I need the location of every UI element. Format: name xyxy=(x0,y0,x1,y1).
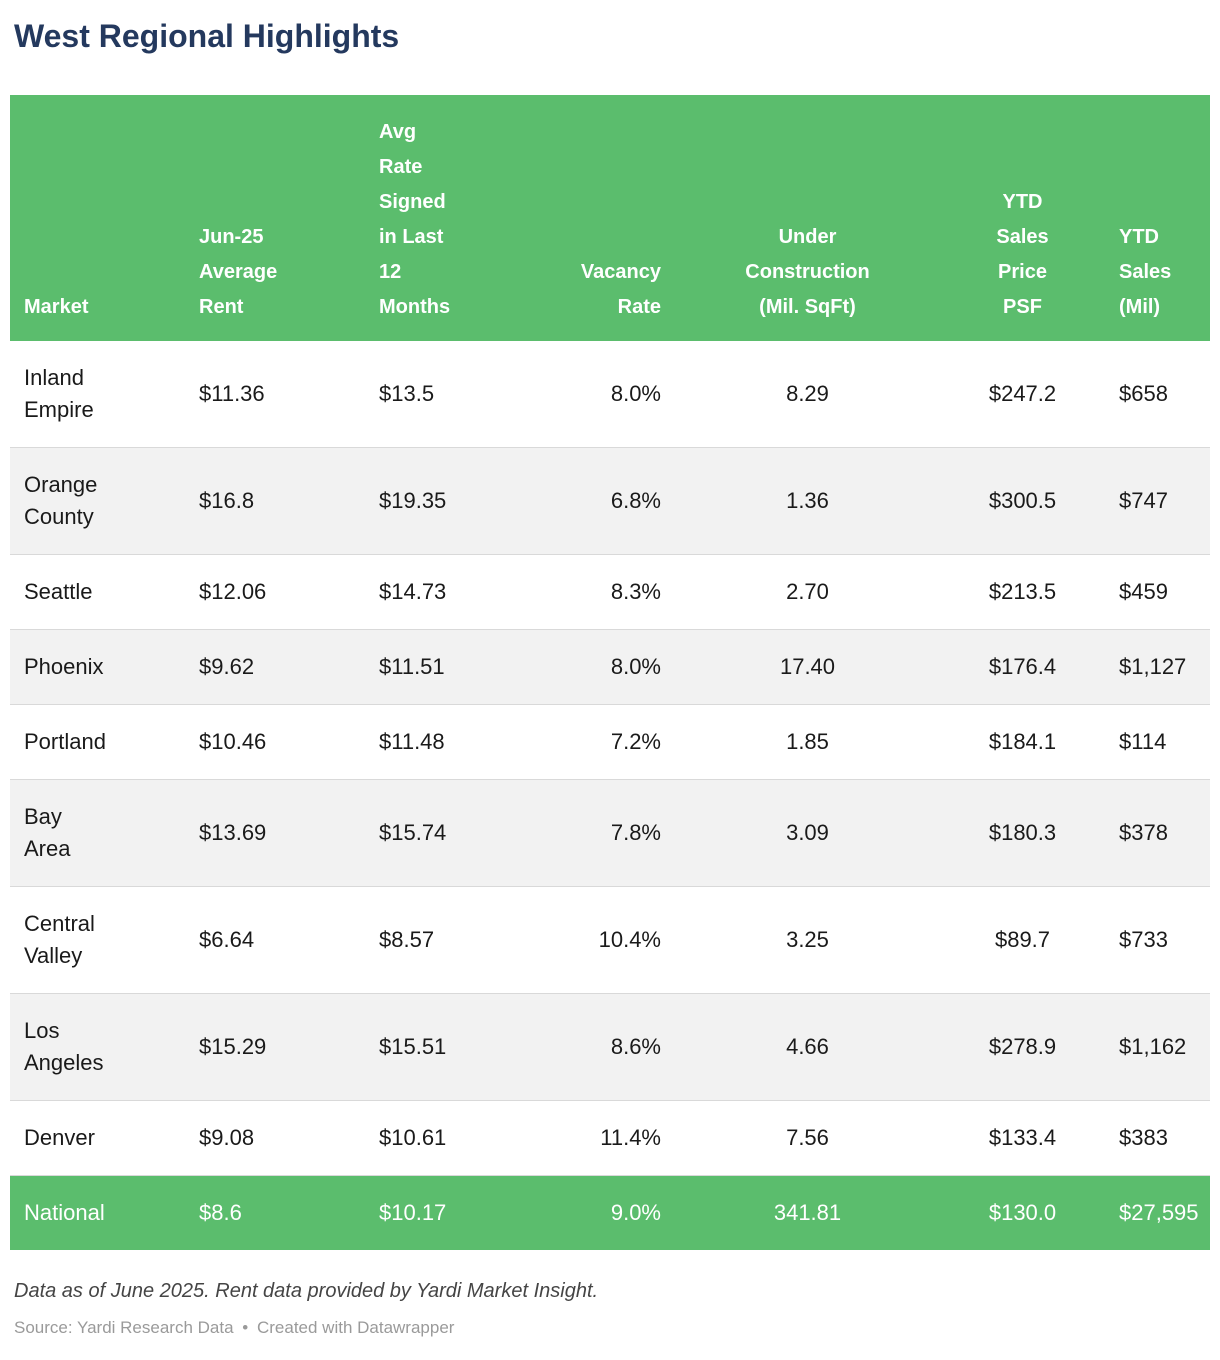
cell-under-construction: 3.09 xyxy=(675,778,940,887)
cell-ytd-sales-mil: $747 xyxy=(1105,446,1210,555)
cell-avg-rate-signed: $11.48 xyxy=(365,703,530,780)
table-row-inland-empire: Inland Empire $11.36 $13.5 8.0% 8.29 $247.2 $6… xyxy=(10,341,1210,448)
cell-avg-rent: $10.46 xyxy=(185,703,365,780)
regional-highlights-table: Market Jun-25 Average Rent Avg Rate Signed… xyxy=(10,94,1210,1250)
table-row-orange-county: Orange County $16.8 $19.35 6.8% 1.36 $300.5 $7… xyxy=(10,446,1210,555)
market-cell: Central Valley xyxy=(10,885,185,994)
cell-avg-rent: $9.62 xyxy=(185,628,365,705)
cell-avg-rate-signed: $8.57 xyxy=(365,885,530,994)
chart-title: West Regional Highlights xyxy=(14,18,400,54)
cell-vacancy-rate: 10.4% xyxy=(530,885,675,994)
market-cell: National xyxy=(10,1174,185,1250)
cell-avg-rent: $13.69 xyxy=(185,778,365,887)
cell-ytd-sales-mil: $1,127 xyxy=(1105,628,1210,705)
column-header-ytd-sales-mil: YTD Sales (Mil) xyxy=(1105,94,1210,341)
source-text: Source: Yardi Research Data xyxy=(14,1317,234,1337)
cell-avg-rate-signed: $10.17 xyxy=(365,1174,530,1250)
cell-under-construction: 3.25 xyxy=(675,885,940,994)
cell-vacancy-rate: 7.8% xyxy=(530,778,675,887)
cell-avg-rate-signed: $15.51 xyxy=(365,992,530,1101)
cell-ytd-sales-mil: $27,595 xyxy=(1105,1174,1210,1250)
cell-vacancy-rate: 8.6% xyxy=(530,992,675,1101)
cell-ytd-sales-mil: $383 xyxy=(1105,1099,1210,1176)
cell-avg-rate-signed: $15.74 xyxy=(365,778,530,887)
cell-avg-rent: $15.29 xyxy=(185,992,365,1101)
cell-avg-rate-signed: $14.73 xyxy=(365,553,530,630)
cell-ytd-sales-price-psf: $300.5 xyxy=(940,446,1105,555)
cell-avg-rate-signed: $13.5 xyxy=(379,380,435,406)
cell-vacancy-rate: 11.4% xyxy=(530,1099,675,1176)
table-header: Market Jun-25 Average Rent Avg Rate Signed… xyxy=(10,94,1210,341)
column-header-vacancy-rate: Vacancy Rate xyxy=(530,94,675,341)
cell-ytd-sales-price-psf: $133.4 xyxy=(940,1099,1105,1176)
cell-under-construction: 7.56 xyxy=(675,1099,940,1176)
cell-avg-rate-signed: $11.51 xyxy=(365,628,530,705)
header-row: Market Jun-25 Average Rent Avg Rate Signed… xyxy=(10,94,1210,341)
cell-vacancy-rate: 9.0% xyxy=(530,1174,675,1250)
cell-ytd-sales-price-psf: $213.5 xyxy=(940,553,1105,630)
cell-vacancy-rate: 7.2% xyxy=(530,703,675,780)
cell-vacancy-rate: 8.0% xyxy=(530,628,675,705)
cell-under-construction: 1.85 xyxy=(675,703,940,780)
market-cell: Bay Area xyxy=(10,778,185,887)
cell-ytd-sales-mil: $733 xyxy=(1105,885,1210,994)
table-row-los-angeles: Los Angeles $15.29 $15.51 8.6% 4.66 $278.9 $1,… xyxy=(10,992,1210,1101)
cell-under-construction: 17.40 xyxy=(675,628,940,705)
cell-vacancy-rate: 8.3% xyxy=(530,553,675,630)
cell-vacancy-rate: 6.8% xyxy=(530,446,675,555)
cell-avg-rent: $16.8 xyxy=(185,446,365,555)
cell-ytd-sales-mil: $378 xyxy=(1105,778,1210,887)
market-cell: Denver xyxy=(10,1099,185,1176)
table-body: Inland Empire $11.36 $13.5 8.0% 8.29 $247.2 $6… xyxy=(10,341,1210,1250)
table-row-portland: Portland $10.46 $11.48 7.2% 1.85 $184.1 $114 xyxy=(10,703,1210,780)
table-row-seattle: Seattle $12.06 $14.73 8.3% 2.70 $213.5 $459 xyxy=(10,553,1210,630)
market-cell: Orange County xyxy=(10,446,185,555)
cell-avg-rent: $11.36 xyxy=(199,380,265,406)
cell-ytd-sales-price-psf: $130.0 xyxy=(940,1174,1105,1250)
table-row-phoenix: Phoenix $9.62 $11.51 8.0% 17.40 $176.4 $1,127 xyxy=(10,628,1210,705)
cell-avg-rent: $9.08 xyxy=(185,1099,365,1176)
column-header-ytd-sales-price-psf: YTD Sales Price PSF xyxy=(940,94,1105,341)
column-header-avg-rate-signed: Avg Rate Signed in Last 12 Months xyxy=(365,94,530,341)
cell-vacancy-rate: 8.0% xyxy=(610,380,661,406)
cell-under-construction: 1.36 xyxy=(675,446,940,555)
cell-under-construction: 341.81 xyxy=(675,1174,940,1250)
column-header-avg-rent: Jun-25 Average Rent xyxy=(185,94,365,341)
cell-ytd-sales-mil: $658 xyxy=(1119,380,1168,406)
table-row-bay-area: Bay Area $13.69 $15.74 7.8% 3.09 $180.3 $378 xyxy=(10,778,1210,887)
table-row-national: National $8.6 $10.17 9.0% 341.81 $130.0 $27,59… xyxy=(10,1174,1210,1250)
separator-dot: • xyxy=(242,1317,249,1337)
market-cell: Phoenix xyxy=(10,628,185,705)
market-cell: Los Angeles xyxy=(10,992,185,1101)
cell-ytd-sales-price-psf: $176.4 xyxy=(940,628,1105,705)
attribution: Source: Yardi Research Data • Created wi… xyxy=(14,1318,1210,1338)
market-cell: Portland xyxy=(10,703,185,780)
cell-avg-rent: $12.06 xyxy=(185,553,365,630)
market-cell: Seattle xyxy=(10,553,185,630)
cell-ytd-sales-mil: $459 xyxy=(1105,553,1210,630)
cell-avg-rate-signed: $10.61 xyxy=(365,1099,530,1176)
cell-ytd-sales-price-psf: $89.7 xyxy=(940,885,1105,994)
cell-under-construction: 2.70 xyxy=(675,553,940,630)
cell-under-construction: 8.29 xyxy=(786,380,829,406)
cell-ytd-sales-mil: $1,162 xyxy=(1105,992,1210,1101)
cell-ytd-sales-price-psf: $184.1 xyxy=(940,703,1105,780)
market-cell: Inland Empire xyxy=(24,364,94,422)
table-row-denver: Denver $9.08 $10.61 11.4% 7.56 $133.4 $383 xyxy=(10,1099,1210,1176)
cell-ytd-sales-price-psf: $180.3 xyxy=(940,778,1105,887)
cell-ytd-sales-price-psf: $247.2 xyxy=(988,380,1057,406)
column-header-under-construction: Under Construction (Mil. SqFt) xyxy=(675,94,940,341)
column-header-market: Market xyxy=(10,94,185,341)
table-row-central-valley: Central Valley $6.64 $8.57 10.4% 3.25 $89.7 $7… xyxy=(10,885,1210,994)
cell-ytd-sales-mil: $114 xyxy=(1105,703,1210,780)
cell-ytd-sales-price-psf: $278.9 xyxy=(940,992,1105,1101)
table-notes: Data as of June 2025. Rent data provided… xyxy=(14,1279,599,1302)
cell-avg-rate-signed: $19.35 xyxy=(365,446,530,555)
cell-avg-rent: $6.64 xyxy=(185,885,365,994)
cell-under-construction: 4.66 xyxy=(675,992,940,1101)
datawrapper-credit-link[interactable]: Created with Datawrapper xyxy=(256,1317,455,1337)
cell-avg-rent: $8.6 xyxy=(185,1174,365,1250)
